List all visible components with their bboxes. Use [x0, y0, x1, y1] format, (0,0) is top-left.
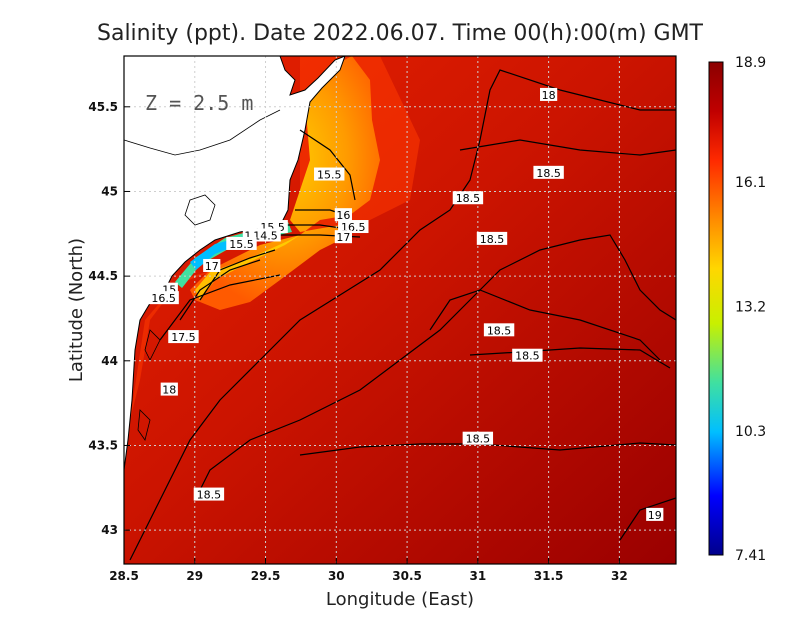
colorbar-tick-label: 16.1	[735, 175, 766, 191]
x-tick-label: 29.5	[251, 569, 281, 583]
y-tick-label: 43	[101, 523, 118, 537]
contour-label-bg	[533, 165, 564, 179]
contour-label-bg	[334, 230, 352, 244]
chart-title: Salinity (ppt). Date 2022.06.07. Time 00…	[97, 21, 704, 46]
contour-label-bg	[483, 323, 515, 337]
y-tick-label: 43.5	[88, 438, 118, 452]
y-axis-label: Latitude (North)	[66, 238, 87, 382]
river-plume	[190, 56, 380, 310]
coast-details	[137, 329, 161, 441]
y-tick-label: 44	[101, 354, 118, 368]
contour-label: 16	[336, 209, 350, 222]
plume-core	[195, 235, 300, 300]
contour-label-bg	[646, 507, 664, 521]
depth-annotation: Z = 2.5 m	[145, 91, 253, 115]
contour-label: 18.5	[480, 233, 505, 246]
y-tick-label: 45.5	[88, 100, 118, 114]
contour-label-bg	[203, 258, 221, 272]
colorbar	[708, 61, 724, 556]
x-tick-label: 31.5	[534, 569, 564, 583]
contour-label: 18.5	[197, 489, 222, 502]
contour-label: 18.5	[487, 324, 512, 337]
border-line	[124, 109, 281, 156]
plot-area: 1818.518.518.518.518.518.518.51915.51616…	[124, 56, 676, 564]
x-axis-label: Longitude (East)	[326, 589, 474, 610]
contour-label-bg	[250, 228, 281, 242]
x-tick-label: 30	[328, 569, 345, 583]
contour-label-bg	[334, 208, 352, 222]
contour-label-bg	[193, 487, 225, 501]
land-mass	[124, 56, 346, 471]
plot-frame	[123, 55, 677, 565]
colorbar-tick-label: 18.9	[735, 55, 766, 71]
contour-label: 15.5	[317, 169, 342, 182]
contour-label: 19	[648, 509, 662, 522]
contour-label: 17	[205, 260, 219, 273]
contour-label-bg	[476, 231, 508, 245]
contour-label: 18.5	[466, 433, 491, 446]
contour-label: 14.5	[253, 229, 278, 242]
x-tick-label: 32	[611, 569, 628, 583]
contour-label: 17	[336, 231, 350, 244]
x-tick-label: 30.5	[392, 569, 422, 583]
contour-label-bg	[462, 431, 494, 445]
contour-label: 15.5	[229, 238, 254, 251]
contour-label: 17.5	[171, 331, 196, 344]
contour-label: 18	[542, 89, 556, 102]
y-tick-label: 44.5	[88, 269, 118, 283]
colorbar-tick-label: 10.3	[735, 424, 766, 440]
x-tick-label: 29	[186, 569, 203, 583]
contour-label: 18.5	[536, 167, 561, 180]
contour-label-bg	[160, 382, 178, 396]
contour-label: 18.5	[456, 192, 481, 205]
contour-label-bg	[540, 87, 558, 101]
colorbar-tick-label: 13.2	[735, 300, 766, 316]
contour-label: 16.5	[151, 292, 176, 305]
x-axis-ticks: 28.5 29 29.5 30 30.5 31 31.5 32	[109, 558, 628, 583]
x-tick-label: 28.5	[109, 569, 139, 583]
contour-label-bg	[512, 348, 543, 362]
contour-label-bg	[452, 191, 484, 205]
y-axis-ticks: 43 43.5 44 44.5 45 45.5	[88, 100, 130, 537]
y-tick-label: 45	[101, 184, 118, 198]
colorbar-ticks: 18.9 16.1 13.2 10.3 7.41	[735, 55, 766, 564]
contour-label-bg	[226, 236, 257, 250]
contour-label-bg	[168, 330, 199, 344]
x-tick-label: 31	[469, 569, 486, 583]
contour-label: 18.5	[515, 350, 540, 363]
contour-label-bg	[314, 167, 345, 181]
contour-label: 18	[162, 384, 176, 397]
grid-lines	[124, 56, 676, 564]
contour-label-bg	[338, 220, 369, 234]
contour-labels: 1818.518.518.518.518.518.518.51915.51616…	[148, 87, 664, 522]
lake-shape	[184, 194, 216, 226]
contour-label-bg	[148, 291, 179, 305]
colorbar-tick-label: 7.41	[735, 548, 766, 564]
